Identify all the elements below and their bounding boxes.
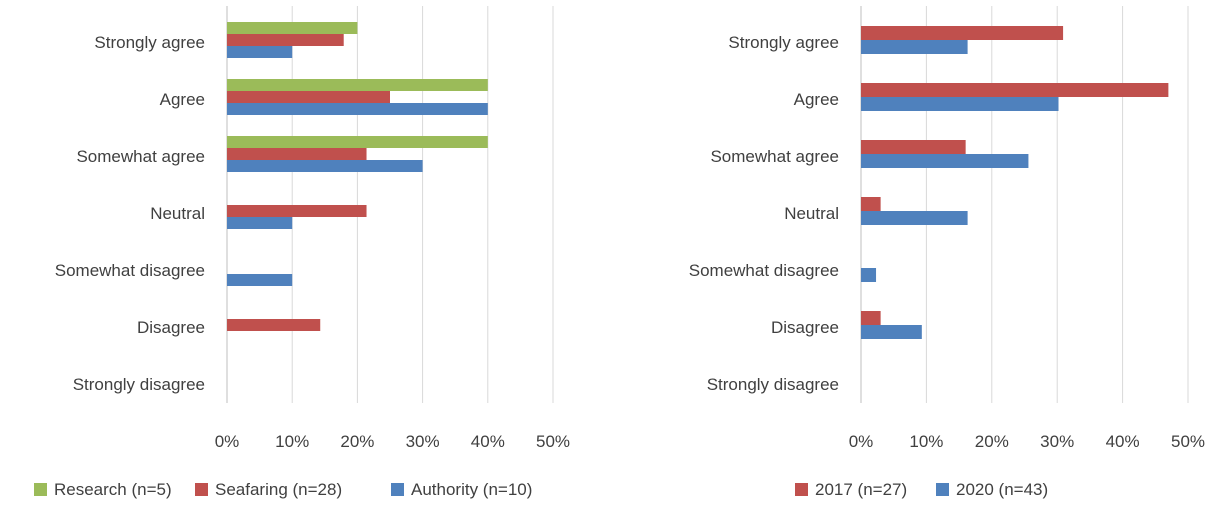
bar — [861, 268, 877, 282]
bar — [227, 103, 488, 115]
legend-label: Seafaring (n=28) — [215, 480, 342, 499]
legend-label: Research (n=5) — [54, 480, 172, 499]
bar — [861, 311, 881, 325]
x-tick-label: 50% — [536, 432, 570, 451]
bar — [227, 136, 488, 148]
category-label: Neutral — [784, 204, 839, 223]
category-label: Somewhat agree — [76, 147, 205, 166]
category-label: Disagree — [771, 318, 839, 337]
category-label: Agree — [160, 90, 205, 109]
bar — [227, 205, 367, 217]
category-label: Somewhat disagree — [55, 261, 205, 280]
legend-swatch — [391, 483, 404, 496]
x-tick-label: 40% — [471, 432, 505, 451]
x-tick-label: 40% — [1106, 432, 1140, 451]
bar — [227, 46, 293, 58]
legend-swatch — [936, 483, 949, 496]
bar — [861, 97, 1059, 111]
bar — [227, 79, 488, 91]
bar — [861, 211, 968, 225]
x-tick-label: 20% — [975, 432, 1009, 451]
bar — [861, 83, 1169, 97]
category-label: Agree — [794, 90, 839, 109]
x-tick-label: 0% — [215, 432, 240, 451]
chart-panel-1: Strongly agree Agree Somewhat agree Neutral… — [34, 6, 570, 499]
bar — [227, 34, 344, 46]
legend-label: 2017 (n=27) — [815, 480, 907, 499]
bar — [227, 148, 367, 160]
category-label: Strongly disagree — [707, 375, 839, 394]
bar — [227, 217, 293, 229]
category-label: Disagree — [137, 318, 205, 337]
bar — [227, 274, 293, 286]
x-tick-label: 30% — [406, 432, 440, 451]
x-tick-label: 20% — [340, 432, 374, 451]
bar — [227, 160, 423, 172]
legend-label: 2020 (n=43) — [956, 480, 1048, 499]
legend-swatch — [34, 483, 47, 496]
category-label: Strongly agree — [94, 33, 205, 52]
x-tick-label: 30% — [1040, 432, 1074, 451]
legend-label: Authority (n=10) — [411, 480, 532, 499]
category-label: Somewhat disagree — [689, 261, 839, 280]
chart-panel-2: Strongly agree Agree Somewhat agree Neutral… — [689, 6, 1205, 499]
category-label: Strongly agree — [728, 33, 839, 52]
x-tick-label: 50% — [1171, 432, 1205, 451]
bar — [227, 91, 390, 103]
bar — [861, 40, 968, 54]
category-label: Strongly disagree — [73, 375, 205, 394]
category-label: Somewhat agree — [710, 147, 839, 166]
x-tick-label: 0% — [849, 432, 874, 451]
legend-swatch — [195, 483, 208, 496]
x-tick-label: 10% — [275, 432, 309, 451]
x-tick-label: 10% — [909, 432, 943, 451]
bar — [227, 319, 321, 331]
bar — [861, 140, 966, 154]
bar — [861, 197, 881, 211]
bar — [227, 22, 358, 34]
bar — [861, 154, 1029, 168]
category-label: Neutral — [150, 204, 205, 223]
bar — [861, 26, 1064, 40]
bar — [861, 325, 922, 339]
legend-swatch — [795, 483, 808, 496]
